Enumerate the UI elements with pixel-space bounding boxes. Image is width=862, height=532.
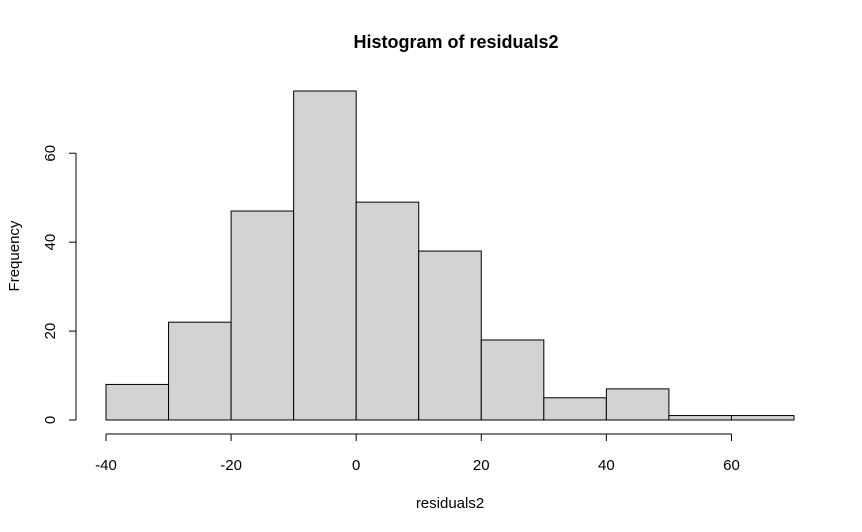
histogram-bar-4 bbox=[355, 201, 420, 421]
y-tick-label: 20 bbox=[42, 323, 59, 340]
histogram-bar-7 bbox=[543, 397, 607, 421]
x-tick-label: -40 bbox=[95, 457, 117, 474]
y-axis-label: Frequency bbox=[6, 220, 23, 291]
histogram-bar-5 bbox=[418, 250, 482, 421]
x-axis-label: residuals2 bbox=[416, 495, 484, 512]
histogram-bar-10 bbox=[730, 415, 795, 421]
x-tick-label: 0 bbox=[352, 457, 360, 474]
y-tick-label: 60 bbox=[42, 145, 59, 162]
histogram-bar-2 bbox=[230, 210, 295, 421]
y-tick-label: 40 bbox=[42, 234, 59, 251]
histogram-bar-6 bbox=[480, 339, 545, 421]
bars-group bbox=[105, 90, 795, 421]
chart-title: Histogram of residuals2 bbox=[353, 32, 558, 52]
x-tick-label: 60 bbox=[723, 457, 740, 474]
histogram-bar-1 bbox=[168, 321, 232, 421]
y-axis: 0 20 40 60 bbox=[42, 145, 77, 424]
x-tick-label: 20 bbox=[473, 457, 490, 474]
x-tick-label: 40 bbox=[598, 457, 615, 474]
histogram-bar-3 bbox=[293, 90, 357, 421]
y-tick-label: 0 bbox=[42, 416, 59, 424]
histogram-bar-0 bbox=[105, 383, 170, 421]
x-axis: -40 -20 0 20 40 60 bbox=[95, 433, 740, 474]
histogram-bar-9 bbox=[668, 415, 732, 421]
histogram-bar-8 bbox=[605, 388, 670, 421]
x-tick-label: -20 bbox=[220, 457, 242, 474]
